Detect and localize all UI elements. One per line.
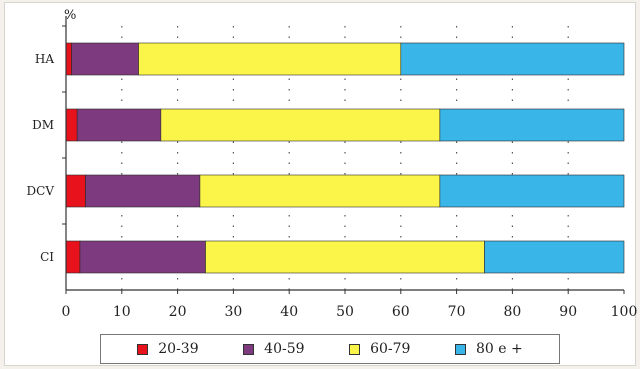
- x-tick-label: 0: [62, 304, 71, 320]
- x-tick-labels: 0 10 20 30 40 50 60 70 80 90 100: [62, 304, 638, 320]
- bar-dm-series-0: [65, 108, 78, 142]
- category-label: CI: [40, 250, 54, 264]
- bar-ha-series-0: [65, 42, 72, 76]
- x-tick-label: 90: [559, 304, 577, 320]
- x-tick-label: 50: [336, 304, 354, 320]
- legend-label: 40-59: [264, 341, 305, 357]
- x-tick-label: 20: [169, 304, 187, 320]
- x-tick-label: 10: [113, 304, 131, 320]
- x-tick-label: 60: [392, 304, 410, 320]
- legend-swatch: [454, 343, 466, 355]
- bar-dcv-series-3: [439, 174, 625, 208]
- legend-item-3: 80 e +: [454, 341, 523, 357]
- bar-dm-series-1: [76, 108, 162, 142]
- bar-dcv-series-1: [85, 174, 201, 208]
- x-tick-label: 40: [280, 304, 298, 320]
- bar-dm-series-3: [439, 108, 625, 142]
- bar-dcv-series-2: [199, 174, 441, 208]
- axes: [62, 16, 625, 294]
- legend-label: 20-39: [158, 341, 199, 357]
- bar-dcv-series-0: [65, 174, 86, 208]
- x-tick-label: 30: [224, 304, 242, 320]
- stacked-bar-chart: % HA DM DCV CI 0 10 20 30 40 50 60 70 80 90 100: [27, 8, 638, 320]
- legend-item-2: 60-79: [349, 341, 410, 357]
- legend: 20-39 40-59 60-79 80 e +: [100, 334, 560, 364]
- category-labels: HA DM DCV CI: [27, 52, 55, 264]
- legend-label: 60-79: [370, 341, 411, 357]
- y-unit-label: %: [64, 8, 76, 23]
- bar-ha-series-3: [400, 42, 625, 76]
- bar-ha-series-1: [71, 42, 139, 76]
- category-label: DCV: [27, 184, 55, 198]
- legend-swatch: [137, 343, 149, 355]
- bar-ci-series-3: [484, 240, 625, 274]
- legend-label: 80 e +: [475, 341, 523, 357]
- legend-swatch: [243, 343, 255, 355]
- x-tick-label: 70: [448, 304, 466, 320]
- bar-ci-series-2: [205, 240, 485, 274]
- bar-ci-series-1: [79, 240, 206, 274]
- category-label: HA: [35, 52, 54, 66]
- bar-ha-series-2: [138, 42, 402, 76]
- category-label: DM: [32, 118, 54, 132]
- bars: [65, 42, 625, 274]
- x-tick-label: 80: [503, 304, 521, 320]
- bar-ci-series-0: [65, 240, 81, 274]
- legend-item-1: 40-59: [243, 341, 305, 357]
- bar-dm-series-2: [160, 108, 441, 142]
- x-tick-label: 100: [611, 304, 638, 320]
- legend-item-0: 20-39: [137, 341, 199, 357]
- legend-swatch: [349, 343, 361, 355]
